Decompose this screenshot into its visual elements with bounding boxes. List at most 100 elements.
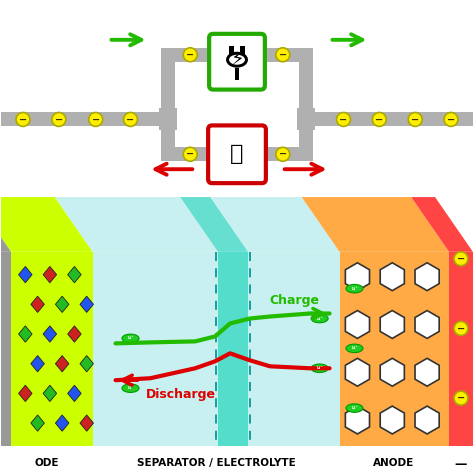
Circle shape [444, 112, 458, 127]
Polygon shape [80, 415, 93, 431]
Polygon shape [380, 358, 404, 386]
Bar [235, 68, 239, 80]
Text: Charge: Charge [270, 293, 320, 307]
Polygon shape [43, 266, 56, 283]
Polygon shape [55, 356, 69, 372]
Polygon shape [68, 326, 81, 342]
Text: −: − [279, 149, 287, 159]
Bar [306, 112, 473, 127]
Bar [161, 48, 175, 161]
Polygon shape [346, 310, 370, 338]
Ellipse shape [346, 404, 363, 412]
Text: −: − [127, 114, 135, 125]
FancyBboxPatch shape [297, 109, 315, 130]
Bar [299, 48, 313, 161]
Bar [229, 46, 234, 56]
Circle shape [373, 112, 386, 127]
Circle shape [337, 112, 350, 127]
Text: −: − [186, 149, 194, 159]
Polygon shape [380, 406, 404, 434]
Text: ODE: ODE [35, 458, 59, 468]
Ellipse shape [346, 344, 363, 353]
Text: SEPARATOR / ELECTROLYTE: SEPARATOR / ELECTROLYTE [137, 458, 295, 468]
Text: Li⁺: Li⁺ [351, 287, 358, 291]
Text: −: − [457, 254, 465, 264]
Text: Li⁺: Li⁺ [316, 366, 323, 370]
Bar [1, 252, 93, 446]
Polygon shape [31, 356, 45, 372]
Circle shape [454, 321, 468, 336]
Ellipse shape [122, 334, 139, 343]
FancyBboxPatch shape [209, 34, 265, 90]
Polygon shape [180, 197, 248, 252]
Polygon shape [415, 358, 439, 386]
Polygon shape [55, 296, 69, 312]
Text: Discharge: Discharge [146, 388, 215, 401]
Text: −: − [339, 114, 347, 125]
FancyBboxPatch shape [159, 109, 177, 130]
Polygon shape [346, 263, 370, 291]
Polygon shape [415, 406, 439, 434]
Polygon shape [55, 197, 339, 252]
Bar [240, 46, 245, 56]
Polygon shape [415, 263, 439, 291]
Circle shape [16, 112, 30, 127]
Text: −: − [411, 114, 419, 125]
Bar [1, 0, 473, 197]
Polygon shape [415, 310, 439, 338]
Circle shape [408, 112, 422, 127]
Circle shape [52, 112, 66, 127]
Text: ⚡: ⚡ [230, 50, 244, 69]
Polygon shape [55, 415, 69, 431]
Polygon shape [31, 296, 45, 312]
Text: −: − [375, 114, 383, 125]
Polygon shape [0, 197, 11, 252]
Text: −: − [91, 114, 100, 125]
Circle shape [89, 112, 103, 127]
Polygon shape [18, 266, 32, 283]
Ellipse shape [311, 364, 328, 373]
Text: −: − [447, 114, 455, 125]
Text: Li⁺: Li⁺ [127, 386, 134, 390]
Bar [93, 252, 339, 446]
Circle shape [124, 112, 137, 127]
Bar [339, 252, 449, 446]
Text: −: − [55, 114, 63, 125]
Bar [218, 252, 248, 446]
Bar [1, 252, 11, 446]
Polygon shape [18, 326, 32, 342]
Polygon shape [411, 197, 473, 252]
Circle shape [276, 48, 290, 62]
Circle shape [183, 48, 197, 62]
Text: ANODE: ANODE [373, 458, 414, 468]
Ellipse shape [229, 55, 245, 64]
Circle shape [183, 147, 197, 161]
Bar [1, 112, 168, 127]
Circle shape [454, 252, 468, 266]
Bar [449, 252, 473, 446]
Polygon shape [80, 356, 93, 372]
Polygon shape [380, 263, 404, 291]
Text: 💡: 💡 [230, 144, 244, 164]
Polygon shape [31, 415, 45, 431]
Polygon shape [68, 266, 81, 283]
Text: Li⁺: Li⁺ [127, 337, 134, 340]
Polygon shape [68, 385, 81, 401]
Text: —: — [455, 458, 467, 471]
Polygon shape [0, 197, 93, 252]
Text: −: − [457, 323, 465, 333]
Text: −: − [186, 50, 194, 60]
Ellipse shape [346, 284, 363, 293]
Polygon shape [301, 197, 449, 252]
Bar [168, 147, 306, 161]
Circle shape [276, 147, 290, 161]
Polygon shape [346, 358, 370, 386]
Bar [168, 48, 306, 62]
Text: −: − [457, 393, 465, 403]
FancyBboxPatch shape [208, 126, 266, 183]
Polygon shape [346, 406, 370, 434]
Circle shape [454, 391, 468, 405]
Text: −: − [279, 50, 287, 60]
Polygon shape [43, 326, 56, 342]
Ellipse shape [226, 52, 248, 68]
